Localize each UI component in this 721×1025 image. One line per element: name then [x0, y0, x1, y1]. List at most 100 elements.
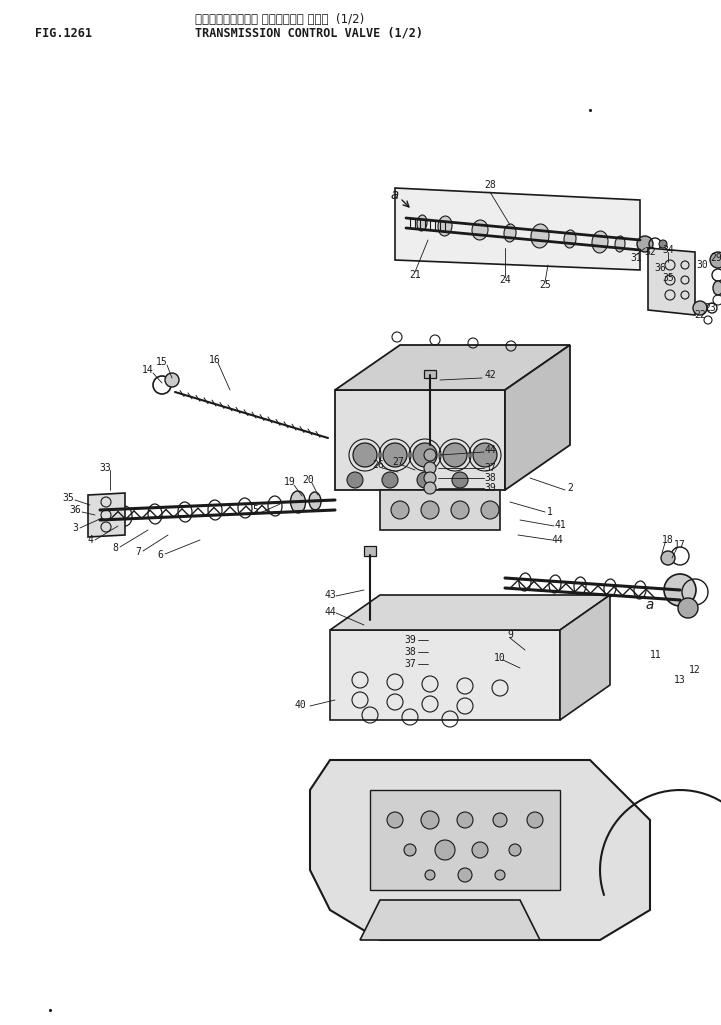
Circle shape [509, 844, 521, 856]
Text: 23: 23 [704, 303, 716, 313]
Text: 3: 3 [72, 523, 78, 533]
Circle shape [404, 844, 416, 856]
Text: 2: 2 [567, 483, 573, 493]
Ellipse shape [438, 216, 452, 236]
Circle shape [429, 658, 441, 670]
Text: 27: 27 [392, 457, 404, 467]
Text: 26: 26 [372, 460, 384, 470]
Polygon shape [505, 345, 570, 490]
Ellipse shape [309, 492, 321, 510]
Polygon shape [335, 345, 570, 390]
Circle shape [425, 870, 435, 880]
Circle shape [659, 240, 667, 248]
Text: 36: 36 [69, 505, 81, 515]
Circle shape [421, 501, 439, 519]
Circle shape [458, 868, 472, 882]
Text: 5: 5 [252, 505, 258, 515]
Circle shape [473, 443, 497, 467]
Text: 38: 38 [404, 647, 416, 657]
Circle shape [637, 236, 653, 252]
Text: 18: 18 [662, 535, 674, 545]
Text: 32: 32 [644, 247, 656, 257]
Ellipse shape [713, 281, 721, 295]
Text: 41: 41 [554, 520, 566, 530]
Text: 44: 44 [324, 607, 336, 617]
Text: 30: 30 [696, 260, 708, 270]
Polygon shape [360, 900, 540, 940]
Text: 20: 20 [302, 475, 314, 485]
Text: 4: 4 [87, 535, 93, 545]
Polygon shape [310, 760, 650, 940]
Circle shape [424, 472, 436, 484]
Circle shape [451, 501, 469, 519]
Text: 9: 9 [507, 630, 513, 640]
Ellipse shape [615, 236, 625, 252]
Circle shape [693, 301, 707, 315]
Bar [424, 370, 436, 378]
Text: 28: 28 [484, 180, 496, 190]
Text: FIG.1261: FIG.1261 [35, 27, 92, 40]
Ellipse shape [564, 230, 576, 248]
Text: 16: 16 [209, 355, 221, 365]
Text: 42: 42 [484, 370, 496, 380]
Circle shape [387, 812, 403, 828]
Polygon shape [330, 630, 560, 720]
Circle shape [435, 840, 455, 860]
Text: 25: 25 [539, 280, 551, 290]
Circle shape [481, 501, 499, 519]
Text: 35: 35 [62, 493, 74, 503]
Circle shape [429, 646, 441, 658]
Text: 39: 39 [404, 636, 416, 645]
Text: 37: 37 [484, 463, 496, 473]
Text: 8: 8 [112, 543, 118, 554]
Ellipse shape [504, 224, 516, 242]
Circle shape [391, 501, 409, 519]
Text: 39: 39 [484, 483, 496, 493]
Ellipse shape [592, 231, 608, 253]
Circle shape [429, 634, 441, 646]
Circle shape [443, 443, 467, 467]
Polygon shape [335, 390, 505, 490]
Circle shape [382, 472, 398, 488]
Polygon shape [648, 248, 695, 315]
Text: 40: 40 [294, 700, 306, 710]
Text: 17: 17 [674, 540, 686, 550]
Text: 37: 37 [404, 659, 416, 669]
Text: トランスミッション コントロール バルブ  (1/2): トランスミッション コントロール バルブ (1/2) [195, 13, 364, 26]
Text: 36: 36 [654, 263, 666, 273]
Text: TRANSMISSION CONTROL VALVE (1/2): TRANSMISSION CONTROL VALVE (1/2) [195, 27, 423, 40]
Circle shape [472, 842, 488, 858]
Ellipse shape [531, 224, 549, 248]
Polygon shape [88, 493, 125, 537]
Ellipse shape [472, 220, 488, 240]
Circle shape [661, 551, 675, 565]
Circle shape [165, 373, 179, 387]
Polygon shape [380, 490, 500, 530]
Text: 24: 24 [499, 275, 511, 285]
Text: 14: 14 [142, 365, 154, 375]
Circle shape [417, 472, 433, 488]
Circle shape [383, 443, 407, 467]
Circle shape [457, 812, 473, 828]
Circle shape [664, 574, 696, 606]
Text: 38: 38 [484, 473, 496, 483]
Polygon shape [395, 188, 640, 270]
Text: 13: 13 [674, 675, 686, 685]
Text: 44: 44 [484, 445, 496, 455]
Circle shape [678, 598, 698, 618]
Text: 33: 33 [99, 463, 111, 473]
Circle shape [495, 870, 505, 880]
Ellipse shape [417, 215, 427, 231]
Circle shape [424, 482, 436, 494]
Text: 43: 43 [324, 590, 336, 600]
Text: 11: 11 [650, 650, 662, 660]
Text: 10: 10 [494, 653, 506, 663]
Text: 15: 15 [156, 357, 168, 367]
Text: 7: 7 [135, 547, 141, 557]
Circle shape [424, 449, 436, 461]
Circle shape [353, 443, 377, 467]
Text: 22: 22 [694, 310, 706, 320]
Polygon shape [330, 594, 610, 630]
Circle shape [710, 252, 721, 268]
Circle shape [527, 812, 543, 828]
